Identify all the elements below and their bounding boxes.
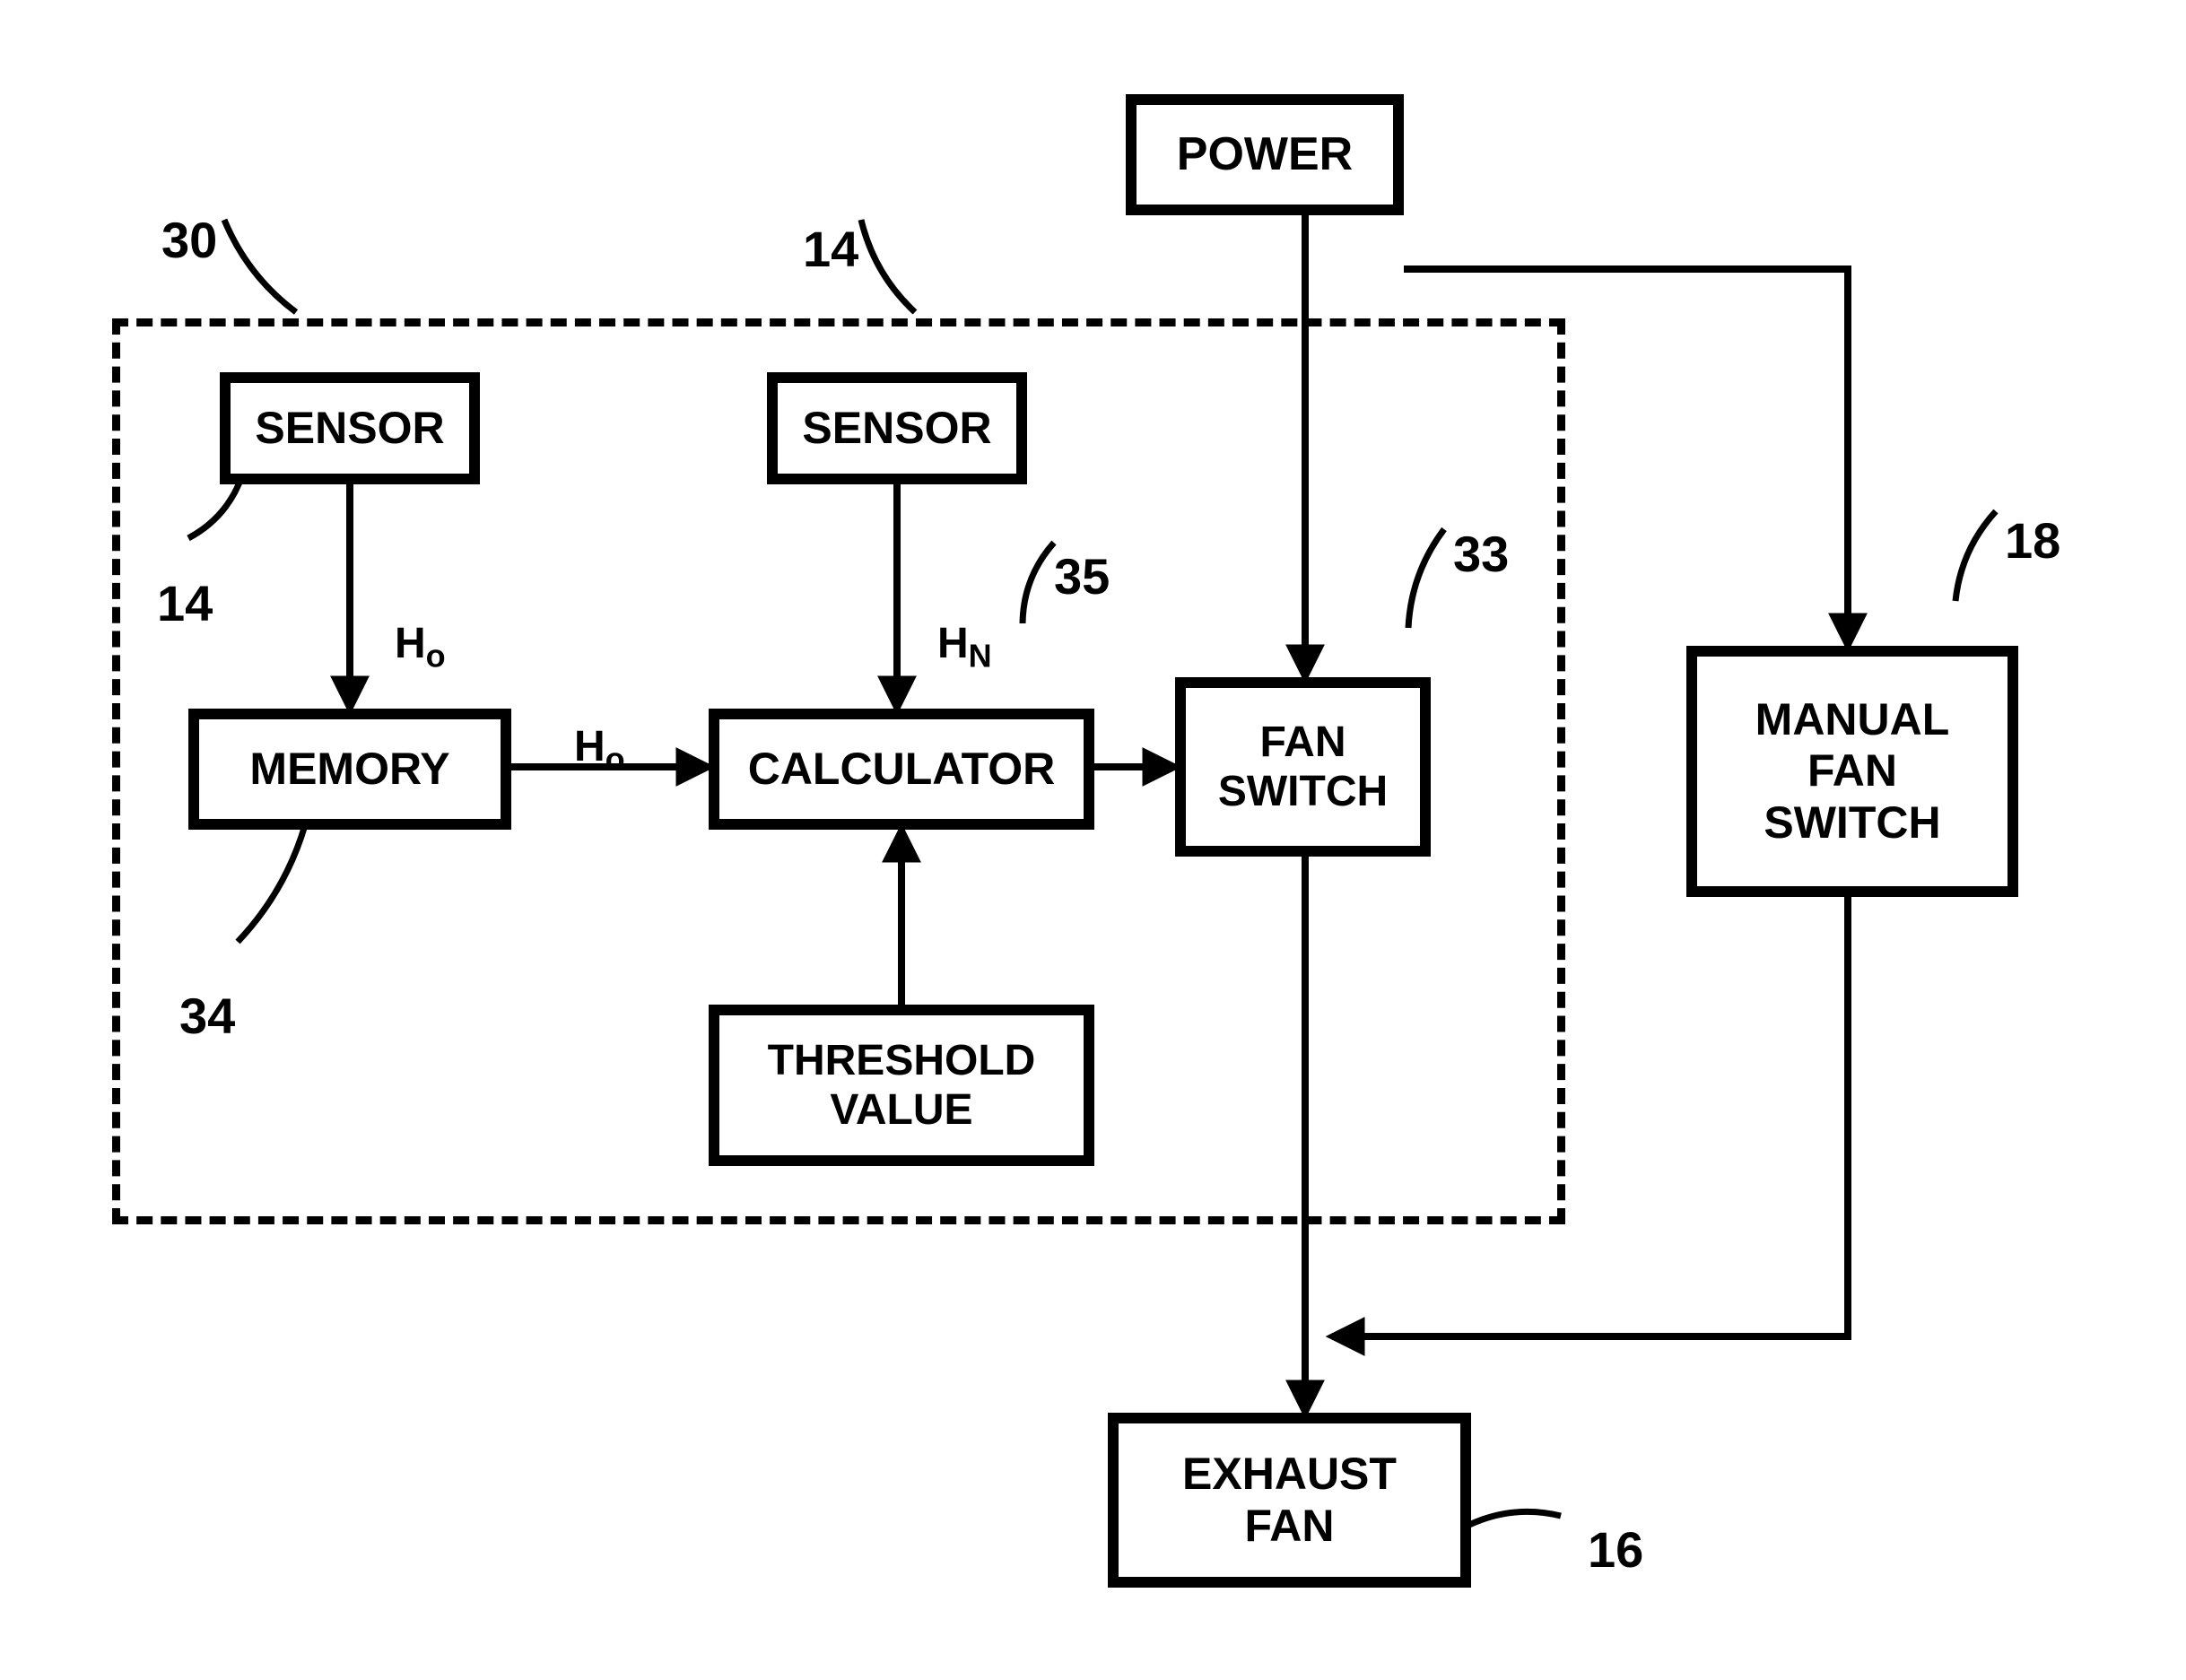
fanswitch-label: FANSWITCH — [1218, 718, 1388, 816]
fan-switch-block: FANSWITCH — [1175, 677, 1431, 857]
manual-fan-switch-block: MANUALFANSWITCH — [1686, 646, 2018, 897]
exhaust-label: EXHAUSTFAN — [1182, 1449, 1397, 1552]
sensor-block-2: SENSOR — [767, 372, 1027, 484]
ref-label-14b: 14 — [157, 574, 213, 632]
memory-block: MEMORY — [188, 709, 511, 830]
threshold-value-block: THRESHOLDVALUE — [709, 1005, 1094, 1166]
manual-label: MANUALFANSWITCH — [1755, 694, 1950, 849]
ref-label-34: 34 — [179, 987, 235, 1045]
ref-label-18: 18 — [2005, 511, 2060, 570]
edge-label-hn: HN — [937, 619, 992, 675]
memory-label: MEMORY — [249, 744, 449, 796]
calculator-label: CALCULATOR — [748, 744, 1056, 796]
sensor1-label: SENSOR — [255, 403, 444, 455]
threshold-label: THRESHOLDVALUE — [768, 1036, 1036, 1135]
power-label: POWER — [1177, 128, 1353, 182]
ref-label-33: 33 — [1453, 525, 1509, 583]
calculator-block: CALCULATOR — [709, 709, 1094, 830]
sensor2-label: SENSOR — [802, 403, 991, 455]
power-block: POWER — [1126, 94, 1404, 215]
ref-label-16: 16 — [1588, 1520, 1643, 1579]
ref-label-30: 30 — [161, 211, 217, 269]
ref-label-14a: 14 — [803, 220, 858, 278]
block-diagram: POWER SENSOR SENSOR MEMORY CALCULATOR FA… — [0, 0, 2186, 1680]
ref-label-35: 35 — [1054, 547, 1110, 605]
sensor-block-1: SENSOR — [220, 372, 480, 484]
edge-label-ho-2: Ho — [574, 722, 625, 779]
edge-label-ho-1: Ho — [395, 619, 446, 675]
exhaust-fan-block: EXHAUSTFAN — [1108, 1413, 1471, 1588]
